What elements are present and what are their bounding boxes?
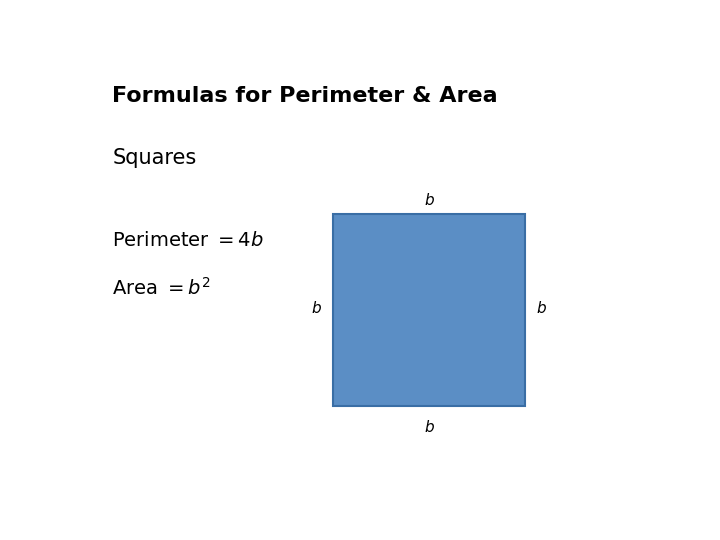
Text: $b$: $b$ [424,419,435,435]
Text: $b$: $b$ [424,192,435,208]
Bar [333,214,526,406]
Text: Perimeter $=4b$: Perimeter $=4b$ [112,231,264,250]
Text: Area $= b^2$: Area $= b^2$ [112,277,211,299]
Text: Formulas for Perimeter & Area: Formulas for Perimeter & Area [112,85,498,106]
Text: $b$: $b$ [536,300,547,316]
Text: Squares: Squares [112,148,197,168]
Text: $b$: $b$ [310,300,322,316]
